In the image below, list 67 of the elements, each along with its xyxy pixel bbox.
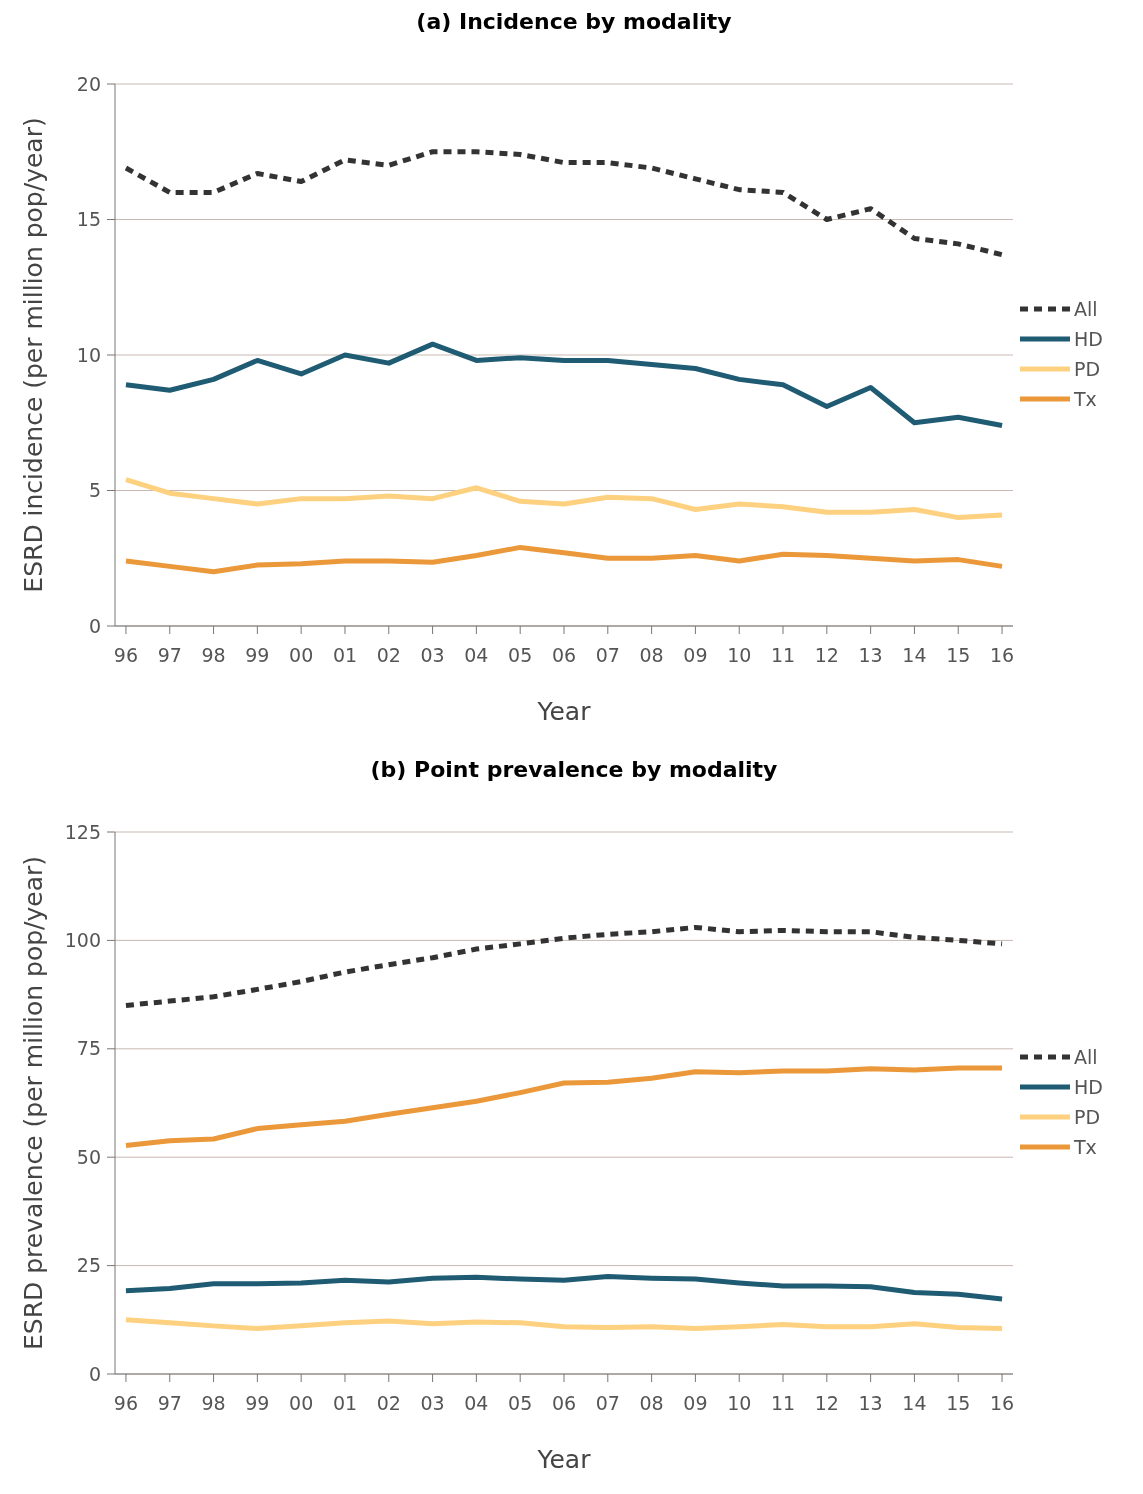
- legend-label: Tx: [1073, 387, 1097, 410]
- x-tick-label: 99: [245, 644, 270, 666]
- x-tick-label: 06: [551, 1392, 577, 1414]
- y-tick-label: 0: [88, 614, 101, 637]
- legend-label: PD: [1074, 1105, 1101, 1128]
- x-tick-label: 96: [113, 644, 139, 666]
- x-tick-label: 09: [683, 644, 708, 666]
- x-tick-label: 03: [420, 644, 445, 666]
- x-tick-label: 15: [946, 644, 971, 666]
- x-tick-label: 04: [464, 644, 489, 666]
- x-tick-label: 05: [508, 644, 533, 666]
- y-tick-label: 75: [76, 1037, 101, 1060]
- x-tick-label: 08: [639, 644, 664, 666]
- legend-label: HD: [1074, 327, 1103, 350]
- legend-label: All: [1074, 1045, 1098, 1068]
- x-tick-label: 02: [376, 1392, 401, 1414]
- legend-label: All: [1074, 297, 1098, 320]
- x-tick-label: 10: [727, 644, 752, 666]
- x-tick-label: 14: [902, 644, 927, 666]
- x-tick-label: 05: [508, 1392, 533, 1414]
- legend-label: Tx: [1073, 1135, 1097, 1158]
- x-tick-label: 09: [683, 1392, 708, 1414]
- y-axis-title: ESRD prevalence (per million pop/year): [19, 855, 48, 1351]
- y-tick-label: 125: [64, 820, 101, 843]
- legend-label: HD: [1074, 1075, 1103, 1098]
- legend-label: PD: [1074, 357, 1101, 380]
- chart-title: (a) Incidence by modality: [416, 9, 732, 34]
- x-tick-label: 11: [770, 644, 796, 666]
- x-tick-label: 99: [245, 1392, 270, 1414]
- x-tick-label: 14: [902, 1392, 927, 1414]
- x-tick-label: 01: [332, 644, 358, 666]
- x-tick-label: 01: [332, 1392, 358, 1414]
- x-tick-label: 16: [989, 1392, 1015, 1414]
- y-tick-label: 100: [64, 929, 101, 952]
- x-tick-label: 02: [376, 644, 401, 666]
- y-tick-label: 5: [88, 479, 101, 502]
- x-tick-label: 13: [858, 1392, 883, 1414]
- y-axis-title: ESRD incidence (per million pop/year): [19, 117, 48, 593]
- x-tick-label: 97: [157, 644, 182, 666]
- x-tick-label: 98: [201, 1392, 226, 1414]
- x-tick-label: 11: [770, 1392, 796, 1414]
- x-tick-label: 96: [113, 1392, 139, 1414]
- y-tick-label: 15: [76, 208, 101, 231]
- x-tick-label: 12: [814, 644, 839, 666]
- x-tick-label: 07: [595, 1392, 620, 1414]
- x-tick-label: 00: [289, 1392, 314, 1414]
- x-tick-label: 10: [727, 1392, 752, 1414]
- y-tick-label: 0: [88, 1362, 101, 1385]
- y-tick-label: 10: [76, 343, 101, 366]
- x-tick-label: 00: [289, 644, 314, 666]
- x-tick-label: 97: [157, 1392, 182, 1414]
- x-tick-label: 12: [814, 1392, 839, 1414]
- x-axis-title: Year: [536, 1445, 592, 1474]
- y-tick-label: 50: [76, 1145, 101, 1168]
- x-tick-label: 03: [420, 1392, 445, 1414]
- x-tick-label: 06: [551, 644, 577, 666]
- x-axis-title: Year: [536, 697, 592, 726]
- y-tick-label: 25: [76, 1254, 101, 1277]
- chart-title: (b) Point prevalence by modality: [370, 757, 778, 782]
- x-tick-label: 15: [946, 1392, 971, 1414]
- y-tick-label: 20: [76, 72, 101, 95]
- x-tick-label: 16: [989, 644, 1015, 666]
- x-tick-label: 13: [858, 644, 883, 666]
- x-tick-label: 04: [464, 1392, 489, 1414]
- x-tick-label: 98: [201, 644, 226, 666]
- x-tick-label: 07: [595, 644, 620, 666]
- x-tick-label: 08: [639, 1392, 664, 1414]
